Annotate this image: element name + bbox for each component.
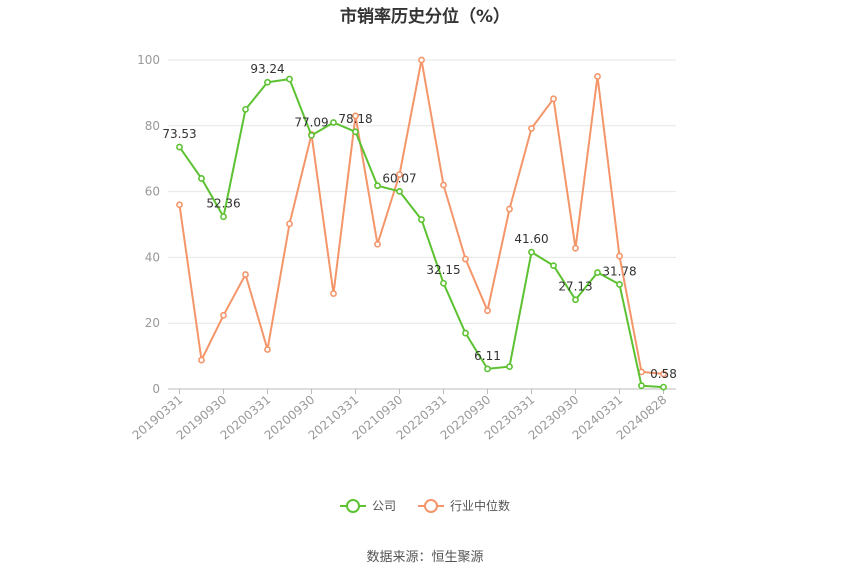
data-label: 93.24 (250, 62, 284, 76)
data-point (242, 271, 249, 278)
legend-swatch (418, 498, 444, 513)
data-point (220, 311, 227, 319)
data-label: 77.09 (294, 115, 328, 129)
data-point (374, 240, 381, 248)
data-label: 6.11 (474, 349, 501, 363)
y-tick-label: 0 (152, 382, 160, 396)
data-point (308, 131, 315, 139)
data-point (528, 125, 535, 132)
data-point (550, 95, 557, 103)
data-point (484, 365, 491, 373)
data-point (484, 307, 491, 315)
data-point (572, 244, 579, 252)
data-point (198, 356, 205, 364)
data-point (462, 255, 469, 263)
legend-label: 公司 (371, 499, 396, 513)
data-point (440, 279, 447, 287)
legend-item-industry-median[interactable]: 行业中位数 (418, 497, 510, 514)
data-point (286, 75, 293, 83)
legend: 公司 行业中位数 (0, 497, 850, 514)
data-point (220, 213, 227, 221)
data-label: 0.58 (650, 367, 677, 381)
data-point (396, 171, 403, 178)
data-point (418, 56, 425, 64)
data-point (660, 370, 667, 378)
data-label: 78.18 (338, 112, 372, 126)
data-point (528, 248, 535, 256)
data-point (440, 181, 447, 189)
data-point (198, 175, 205, 182)
series-company (176, 75, 667, 391)
data-point (462, 329, 469, 337)
data-point (396, 187, 403, 195)
data-label: 27.13 (558, 280, 592, 294)
series-group (176, 56, 667, 391)
data-point (506, 205, 513, 213)
data-point (242, 105, 249, 113)
data-point (264, 346, 271, 353)
data-labels: 73.53 52.36 93.24 77.09 78.18 60.07 32.15 6.11 4… (162, 62, 677, 381)
legend-item-company[interactable]: 公司 (339, 497, 396, 514)
y-tick-label: 80 (145, 119, 160, 133)
series-industry-median (176, 56, 667, 378)
data-point (616, 252, 623, 260)
data-point (638, 382, 645, 390)
data-point (330, 119, 337, 126)
legend-swatch (339, 498, 366, 513)
x-axis: 2019033120190930202003312020093020210331… (130, 389, 669, 443)
data-point (286, 220, 293, 228)
data-label: 31.78 (602, 264, 636, 278)
data-point (176, 143, 183, 151)
y-tick-label: 60 (145, 185, 160, 199)
data-point (572, 296, 579, 304)
data-point (176, 201, 183, 209)
data-label: 73.53 (162, 127, 196, 141)
legend-label: 行业中位数 (450, 499, 511, 513)
data-label: 41.60 (514, 232, 548, 246)
data-point (506, 363, 513, 371)
data-point (550, 262, 557, 270)
data-point (352, 128, 359, 136)
y-tick-label: 20 (145, 316, 160, 330)
data-label: 60.07 (382, 171, 416, 185)
line-chart: 0 20 40 60 80 100 201903312019093020200331202… (130, 53, 677, 443)
y-tick-label: 100 (137, 53, 160, 67)
source-note: 数据来源：恒生聚源 (366, 550, 484, 565)
data-point (330, 290, 337, 297)
data-point (352, 112, 359, 120)
data-point (616, 281, 623, 288)
data-point (594, 269, 601, 276)
y-tick-label: 40 (145, 250, 160, 264)
y-axis: 0 20 40 60 80 100 (137, 53, 160, 396)
data-label: 32.15 (426, 263, 460, 277)
data-point (418, 216, 425, 223)
data-point (374, 182, 381, 190)
data-point (594, 73, 601, 80)
data-label: 52.36 (206, 197, 240, 211)
data-point (264, 78, 271, 86)
data-point (660, 383, 667, 391)
chart-title: 市销率历史分位（%） (339, 7, 511, 27)
